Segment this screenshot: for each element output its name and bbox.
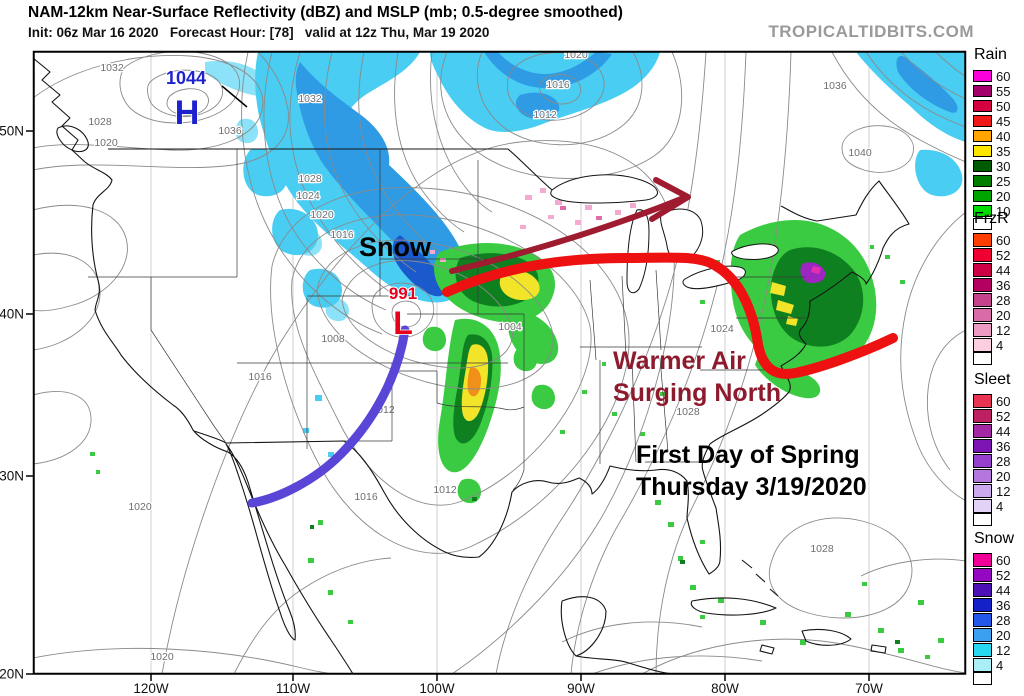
lon-tick-label: 120W — [133, 681, 169, 696]
high-pointer-line — [221, 85, 248, 108]
lon-tick-label: 100W — [419, 681, 455, 696]
isobar-label: 1012 — [533, 109, 557, 121]
first-day-of-spring-annotation-line2: Thursday 3/19/2020 — [636, 473, 867, 501]
isobar-label: 1016 — [330, 229, 354, 241]
snow-annotation: Snow — [359, 232, 432, 262]
isobar-label: 1016 — [546, 79, 570, 91]
lat-tick-label: 20N — [0, 667, 24, 682]
warmer-air-annotation-line2: Surging North — [613, 379, 781, 407]
warm-flow-arrow-head — [649, 177, 691, 222]
latitude-axis: 50N 40N 30N 20N — [0, 124, 33, 682]
lat-tick-label: 50N — [0, 124, 24, 139]
isobar-label: 1020 — [150, 651, 174, 663]
low-pressure-value: 991 — [389, 284, 417, 303]
great-lakes — [550, 174, 779, 294]
warmer-air-annotation-line1: Warmer Air — [613, 347, 746, 375]
isobar-label: 1024 — [710, 323, 734, 335]
isobar-contours — [34, 52, 965, 673]
rain-reflectivity-fills — [90, 219, 944, 659]
freezing-rain-fills — [430, 188, 646, 262]
isobar-label: 1032 — [298, 93, 322, 105]
high-pressure-value: 1044 — [166, 68, 206, 88]
isobar-label: 1004 — [498, 321, 522, 333]
isobar-label: 1020 — [310, 209, 334, 221]
isobar-label: 1028 — [298, 173, 322, 185]
isobar-label: 1012 — [433, 484, 457, 496]
front-annotations — [247, 177, 898, 508]
isobar-label: 1020 — [128, 501, 152, 513]
isobar-label: 1008 — [321, 333, 345, 345]
lon-tick-label: 70W — [855, 681, 883, 696]
map-frame — [32, 50, 967, 675]
map-title: NAM-12km Near-Surface Reflectivity (dBZ)… — [28, 4, 623, 21]
map-subtitle: Init: 06z Mar 16 2020 Forecast Hour: [78… — [28, 25, 490, 40]
high-pressure-symbol: H — [175, 94, 200, 132]
snow-reflectivity-fills — [205, 52, 965, 457]
isobar-label: 1032 — [100, 62, 124, 74]
isobar-label: 1024 — [296, 190, 320, 202]
isobar-label: 1028 — [810, 543, 834, 555]
isobar-label: 1028 — [88, 116, 112, 128]
cold-front-line — [247, 325, 410, 508]
isobar-label: 1028 — [676, 406, 700, 418]
lon-tick-label: 110W — [276, 681, 311, 696]
isobar-label: 1036 — [218, 125, 242, 137]
coastlines — [34, 58, 910, 673]
isobar-label: 1040 — [848, 147, 872, 159]
longitude-axis: 120W 110W 100W 90W 80W 70W — [133, 674, 883, 696]
isobar-label: 1016 — [248, 371, 272, 383]
first-day-of-spring-annotation-line1: First Day of Spring — [636, 441, 860, 469]
state-borders — [88, 149, 806, 491]
sleet-fills — [800, 262, 826, 284]
lat-tick-label: 40N — [0, 307, 24, 322]
warm-flow-arrow-shaft — [449, 194, 689, 274]
isobar-label: 1020 — [564, 49, 588, 61]
isobar-label: 1020 — [94, 137, 118, 149]
lon-tick-label: 80W — [711, 681, 739, 696]
watermark: TROPICALTIDBITS.COM — [768, 22, 974, 41]
isobar-value-labels: 1032 1028 1020 1036 1032 1028 1024 1020 1016 1016… — [87, 49, 873, 664]
isobar-label: 1016 — [354, 491, 378, 503]
isobar-label: 1036 — [823, 80, 847, 92]
warm-front-line — [442, 252, 898, 379]
low-pressure-symbol: L — [393, 305, 413, 341]
lat-tick-label: 30N — [0, 469, 24, 484]
lon-tick-label: 90W — [567, 681, 595, 696]
